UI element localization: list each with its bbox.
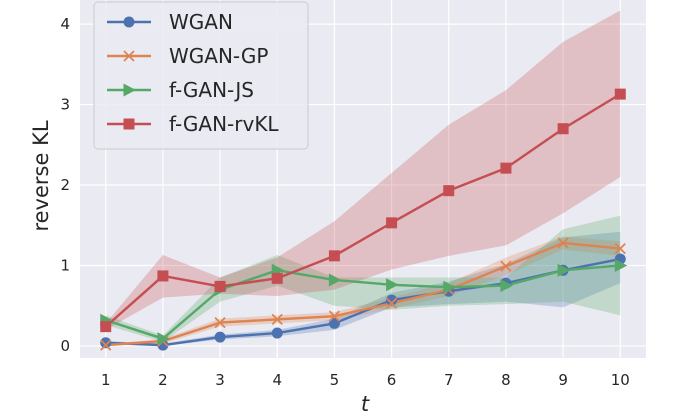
point-f-gan-js bbox=[157, 332, 170, 346]
point-f-gan-rvkl bbox=[100, 321, 112, 333]
legend-item-wgan: WGAN bbox=[107, 10, 233, 34]
x-tick-label: 4 bbox=[272, 371, 282, 389]
point-wgan-gp-stroke bbox=[271, 313, 283, 326]
point-f-gan-rvkl bbox=[614, 88, 626, 100]
point-f-gan-js bbox=[386, 278, 399, 292]
legend-label-f-gan-rvkl: f-GAN-rvKL bbox=[169, 112, 279, 136]
x-tick-label: 7 bbox=[444, 371, 454, 389]
point-f-gan-rvkl bbox=[214, 280, 226, 292]
band-wgan-gp bbox=[105, 236, 621, 346]
band-f-gan-js bbox=[105, 215, 621, 342]
line-f-gan-rvkl bbox=[104, 93, 621, 328]
legend-box bbox=[93, 1, 309, 150]
legend-marker-wgan-gp bbox=[123, 50, 135, 62]
legend-marker-f-gan-js bbox=[123, 83, 136, 97]
point-wgan-gp bbox=[214, 316, 226, 329]
x-tick-label: 2 bbox=[158, 371, 168, 389]
legend-item-f-gan-js: f-GAN-JS bbox=[107, 78, 254, 102]
legend-label-wgan: WGAN bbox=[169, 10, 233, 34]
y-tick-label: 0 bbox=[60, 337, 70, 355]
x-tick-label: 3 bbox=[215, 371, 225, 389]
x-tick-label: 8 bbox=[501, 371, 511, 389]
point-wgan-gp bbox=[614, 242, 626, 255]
x-tick-label: 1 bbox=[101, 371, 111, 389]
legend-item-wgan-gp: WGAN-GP bbox=[107, 44, 268, 68]
point-wgan-gp-stroke bbox=[614, 242, 626, 255]
point-wgan-gp bbox=[100, 339, 112, 351]
x-tick-label: 5 bbox=[330, 371, 340, 389]
point-f-gan-rvkl bbox=[557, 123, 569, 135]
point-f-gan-js bbox=[557, 263, 571, 277]
point-wgan bbox=[386, 294, 398, 306]
point-f-gan-js bbox=[500, 279, 513, 293]
point-wgan-gp-stroke bbox=[385, 297, 398, 309]
point-wgan-gp-stroke bbox=[328, 310, 341, 322]
point-wgan-gp-stroke bbox=[214, 316, 226, 329]
legend-label-wgan-gp: WGAN-GP bbox=[169, 44, 268, 68]
point-wgan-gp-stroke bbox=[500, 260, 512, 272]
x-tick-label: 6 bbox=[387, 371, 397, 389]
x-tick-label: 9 bbox=[558, 371, 568, 389]
legend-label-f-gan-js: f-GAN-JS bbox=[169, 78, 254, 102]
point-f-gan-rvkl bbox=[157, 270, 169, 282]
point-f-gan-rvkl bbox=[386, 217, 398, 229]
x-tick-label: 10 bbox=[611, 371, 630, 389]
y-tick-label: 2 bbox=[60, 176, 70, 194]
point-wgan-gp bbox=[271, 313, 283, 326]
legend-marker-f-gan-rvkl bbox=[123, 118, 135, 130]
point-wgan-gp bbox=[500, 260, 512, 272]
legend: WGAN WGAN-GP f-GAN-JS f-GAN-rvKL bbox=[93, 1, 309, 150]
x-axis-label: t bbox=[361, 392, 370, 416]
point-wgan-gp bbox=[385, 297, 398, 309]
point-wgan bbox=[328, 317, 340, 329]
point-wgan-gp bbox=[557, 237, 569, 249]
y-tick-label: 4 bbox=[60, 15, 70, 33]
y-tick-label: 1 bbox=[60, 256, 70, 274]
point-wgan-gp bbox=[328, 310, 341, 322]
legend-marker-wgan bbox=[123, 16, 135, 28]
point-wgan-gp-stroke bbox=[100, 339, 112, 351]
x-tick-labels: 1 2 3 4 5 6 7 8 9 10 bbox=[101, 371, 630, 389]
point-f-gan-rvkl bbox=[271, 272, 283, 284]
y-tick-labels: 0 1 2 3 4 bbox=[60, 15, 70, 355]
point-wgan bbox=[271, 327, 283, 339]
legend-marker-wgan-gp-stroke bbox=[123, 50, 135, 62]
point-wgan bbox=[100, 337, 112, 349]
point-f-gan-rvkl bbox=[443, 185, 455, 197]
line-wgan-gp bbox=[105, 241, 621, 347]
series-lines bbox=[104, 93, 621, 347]
point-wgan-gp-stroke bbox=[557, 237, 569, 249]
point-f-gan-js bbox=[614, 258, 628, 272]
band-f-gan-rvkl bbox=[105, 10, 621, 330]
point-f-gan-rvkl bbox=[328, 250, 340, 262]
y-tick-label: 3 bbox=[60, 96, 70, 114]
point-wgan bbox=[214, 331, 226, 343]
point-f-gan-js bbox=[328, 273, 342, 287]
line-f-gan-js bbox=[105, 264, 621, 340]
point-f-gan-js bbox=[443, 280, 456, 294]
series-markers bbox=[100, 88, 628, 351]
legend-item-f-gan-rvkl: f-GAN-rvKL bbox=[107, 112, 279, 136]
point-f-gan-rvkl bbox=[500, 162, 512, 174]
y-axis-label: reverse KL bbox=[29, 120, 53, 231]
